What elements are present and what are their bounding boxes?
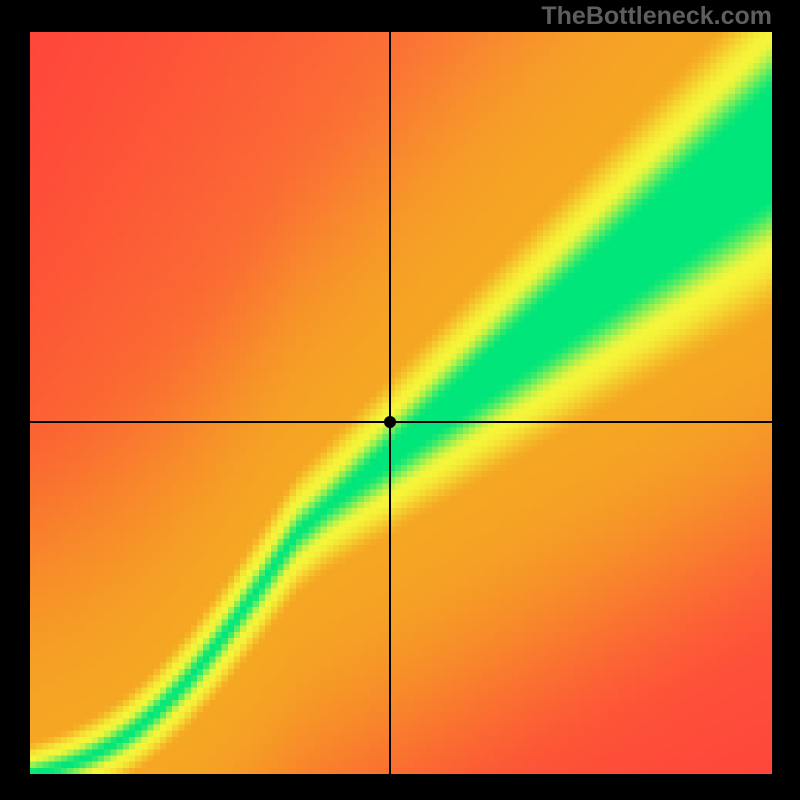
watermark-text: TheBottleneck.com	[541, 2, 772, 31]
crosshair-marker	[384, 416, 396, 428]
crosshair-vertical	[389, 32, 391, 774]
bottleneck-heatmap	[30, 32, 772, 774]
chart-frame: TheBottleneck.com	[0, 0, 800, 800]
crosshair-horizontal	[30, 421, 772, 423]
